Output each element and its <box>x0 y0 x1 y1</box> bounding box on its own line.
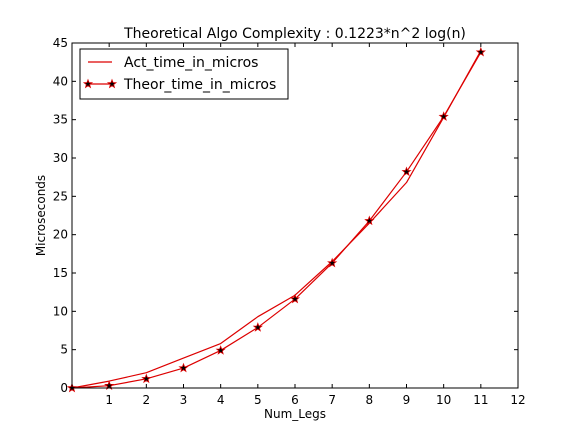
data-point-star <box>104 380 115 391</box>
x-tick-label: 5 <box>254 393 262 407</box>
data-point-star <box>252 322 263 332</box>
y-tick-label: 5 <box>60 343 68 357</box>
y-tick-label: 35 <box>53 113 68 127</box>
y-axis-label: Microseconds <box>34 175 48 256</box>
series-layer <box>66 46 486 393</box>
y-tick-label: 10 <box>53 304 68 318</box>
data-point-star <box>215 345 226 355</box>
legend-markers-theor <box>82 78 118 89</box>
x-axis-label: Num_Legs <box>264 407 326 421</box>
x-tick-label: 6 <box>291 393 299 407</box>
data-point-star <box>401 166 412 177</box>
data-point-star <box>438 111 449 121</box>
x-tick-label: 1 <box>105 393 113 407</box>
y-tick-label: 30 <box>53 151 68 165</box>
series-line-0 <box>71 50 482 389</box>
data-point-star <box>475 46 486 57</box>
data-point-star <box>327 257 338 268</box>
legend-star-marker <box>82 78 94 89</box>
legend-label-theor: Theor_time_in_micros <box>123 77 276 93</box>
data-point-star <box>364 215 375 226</box>
data-point-star <box>289 293 301 304</box>
data-point-star <box>141 373 152 384</box>
x-tick-label: 2 <box>143 393 151 407</box>
series-line-1 <box>71 51 482 389</box>
y-tick-label: 20 <box>53 228 68 242</box>
legend: Act_time_in_micros Theor_time_in_micros <box>79 48 289 100</box>
x-tick-label: 3 <box>180 393 188 407</box>
data-point-star <box>178 362 189 373</box>
x-tick-label: 4 <box>217 393 225 407</box>
y-tick-label: 25 <box>53 189 68 203</box>
x-tick-label: 9 <box>403 393 411 407</box>
y-tick-label: 15 <box>53 266 68 280</box>
y-tick-label: 0 <box>60 381 68 395</box>
y-tick-label: 45 <box>53 36 68 50</box>
x-tick-label: 10 <box>436 393 451 407</box>
x-tick-label: 8 <box>366 393 374 407</box>
y-tick-label: 40 <box>53 74 68 88</box>
chart-title: Theoretical Algo Complexity : 0.1223*n^2… <box>123 26 466 42</box>
plot-frame <box>71 42 519 389</box>
legend-label-act: Act_time_in_micros <box>124 55 258 71</box>
legend-box <box>79 48 289 100</box>
x-tick-label: 12 <box>510 393 525 407</box>
x-tick-label: 11 <box>473 393 488 407</box>
legend-star-marker <box>106 78 118 89</box>
x-tick-label: 7 <box>328 393 336 407</box>
